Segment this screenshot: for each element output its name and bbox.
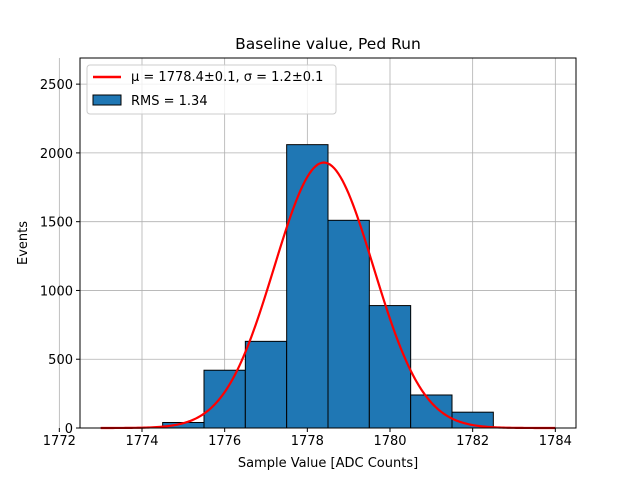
- x-tick-label: 1776: [208, 434, 241, 449]
- y-axis-ticks: 0 500 1000 1500 2000 2500: [40, 78, 80, 437]
- y-tick-label: 2000: [40, 147, 73, 162]
- y-tick-label: 500: [48, 353, 73, 368]
- plot-frame: [79, 57, 577, 429]
- y-tick-label: 1500: [40, 216, 73, 231]
- legend-rms-label: RMS = 1.34: [131, 94, 208, 109]
- histogram-bar: [244, 340, 288, 429]
- x-tick-label: 1784: [539, 434, 572, 449]
- legend: μ = 1778.4±0.1, σ = 1.2±0.1 RMS = 1.34: [86, 64, 337, 115]
- legend-rms-patch: [92, 94, 122, 106]
- x-tick-label: 1780: [373, 434, 406, 449]
- y-tick-label: 1000: [40, 284, 73, 299]
- chart-title: Baseline value, Ped Run: [235, 35, 421, 53]
- histogram-bar: [327, 219, 370, 429]
- x-axis-ticks: 1772 1774 1776 1778 1780 1782 1784: [43, 428, 572, 449]
- legend-fit-label: μ = 1778.4±0.1, σ = 1.2±0.1: [131, 70, 323, 85]
- histogram-bars: [162, 144, 494, 429]
- histogram-bar: [203, 369, 246, 429]
- y-tick-label: 2500: [40, 78, 73, 93]
- x-tick-label: 1772: [43, 434, 76, 449]
- legend-box: [86, 64, 337, 115]
- gaussian-fit: [100, 161, 556, 430]
- histogram-bar: [286, 144, 329, 429]
- histogram-bar: [368, 305, 412, 429]
- fit-curve: [100, 161, 556, 430]
- y-tick-label: 0: [65, 422, 73, 437]
- x-tick-label: 1782: [456, 434, 489, 449]
- histogram-bar: [410, 394, 453, 429]
- y-axis-label: Events: [16, 221, 31, 265]
- x-axis-label: Sample Value [ADC Counts]: [238, 456, 418, 471]
- x-tick-label: 1774: [125, 434, 158, 449]
- x-tick-label: 1778: [291, 434, 324, 449]
